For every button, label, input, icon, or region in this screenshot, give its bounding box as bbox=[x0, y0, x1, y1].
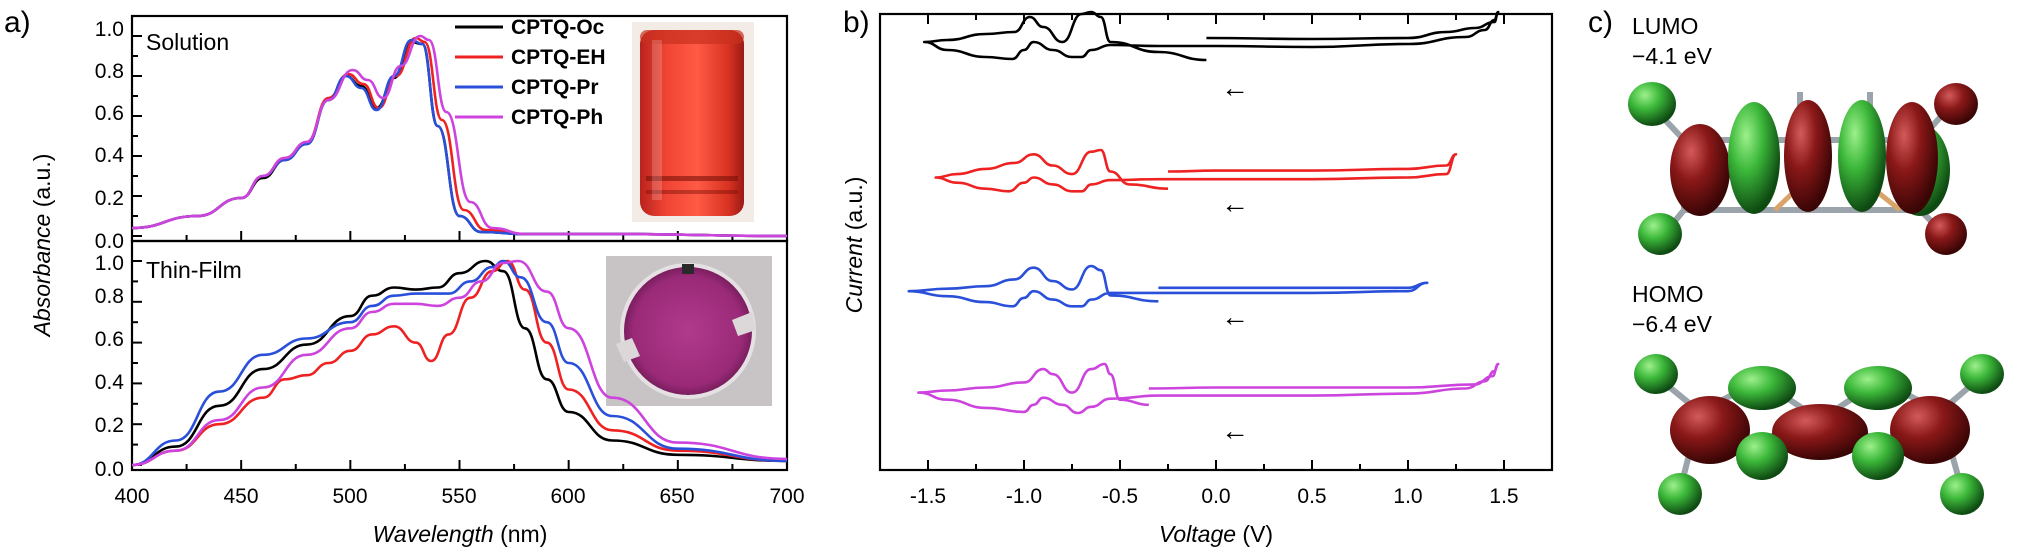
y-tick-label: 0.2 bbox=[95, 187, 124, 210]
y-tick-label: 0.0 bbox=[95, 230, 124, 253]
x-tick-label: 1.5 bbox=[1489, 485, 1518, 508]
x-tick-labels-a: 400 450 500 550 600 650 700 bbox=[114, 485, 804, 508]
y-axis-title-b: Current (a.u.) bbox=[841, 177, 867, 314]
x-axis-title-b: Voltage (V) bbox=[1159, 521, 1273, 547]
x-tick-label: 550 bbox=[441, 485, 476, 508]
y-tick-label: 0.6 bbox=[95, 328, 124, 351]
cv-line-cptq-pr bbox=[907, 264, 1429, 308]
y-axis-title-a-main: Absorbance bbox=[29, 214, 55, 339]
series-line-cptq-eh bbox=[131, 259, 788, 467]
x-tick-label: 500 bbox=[332, 485, 367, 508]
x-axis-title-a: Wavelength (nm) bbox=[373, 521, 548, 547]
solution-vial-photo bbox=[632, 22, 754, 222]
y-tick-label: 0.8 bbox=[95, 285, 124, 308]
plot-frame-cv bbox=[878, 12, 1554, 472]
x-axis-title-a-main: Wavelength bbox=[373, 521, 494, 547]
x-axis-title-a-unit: (nm) bbox=[494, 521, 548, 547]
panel-label-a: a) bbox=[4, 6, 31, 39]
panel-label-c: c) bbox=[1588, 6, 1613, 39]
homo-orbital-image bbox=[1634, 354, 2004, 515]
y-axis-title-a-unit: (a.u.) bbox=[29, 154, 55, 214]
axis-ticks-b bbox=[927, 14, 1505, 470]
inset-label-thinfilm: Thin-Film bbox=[146, 257, 242, 283]
x-tick-label: 0.5 bbox=[1297, 485, 1326, 508]
y-tick-label: 0.4 bbox=[95, 144, 125, 167]
inset-label-solution: Solution bbox=[146, 29, 229, 55]
series-line-cptq-ph bbox=[131, 259, 788, 467]
x-tick-label: -1.0 bbox=[1006, 485, 1042, 508]
y-tick-label: 0.6 bbox=[95, 102, 124, 125]
series-line-cptq-ph bbox=[131, 34, 788, 238]
x-tick-labels-b: -1.5 -1.0 -0.5 0.0 0.5 1.0 1.5 bbox=[910, 485, 1519, 508]
y-axis-title-b-main: Current bbox=[841, 235, 867, 313]
x-tick-label: 1.0 bbox=[1393, 485, 1422, 508]
y-tick-label: 1.0 bbox=[95, 18, 124, 41]
homo-energy: −6.4 eV bbox=[1632, 311, 1713, 337]
x-tick-label: 700 bbox=[769, 485, 804, 508]
y-tick-label: 1.0 bbox=[95, 252, 124, 275]
y-tick-label: 0.0 bbox=[95, 458, 124, 481]
y-axis-title-a: Absorbance (a.u.) bbox=[29, 154, 55, 339]
x-tick-label: 600 bbox=[550, 485, 585, 508]
x-tick-label: 400 bbox=[114, 485, 149, 508]
scan-arrow: ← bbox=[1221, 188, 1249, 219]
legend-label: CPTQ-Oc bbox=[511, 16, 605, 39]
x-tick-label: -1.5 bbox=[910, 485, 946, 508]
lumo-label: LUMO bbox=[1632, 13, 1698, 39]
series-group-solution bbox=[131, 34, 788, 238]
scan-arrow: ← bbox=[1221, 415, 1249, 446]
y-tick-labels-thinfilm: 0.0 0.2 0.4 0.6 0.8 1.0 bbox=[95, 252, 125, 481]
x-tick-label: 650 bbox=[659, 485, 694, 508]
y-tick-label: 0.4 bbox=[95, 371, 125, 394]
y-tick-label: 0.8 bbox=[95, 60, 124, 83]
axis-ticks-a bbox=[131, 35, 788, 470]
homo-label: HOMO bbox=[1632, 281, 1704, 307]
panel-label-b: b) bbox=[843, 6, 870, 39]
y-tick-labels-solution: 0.0 0.2 0.4 0.6 0.8 1.0 bbox=[95, 18, 125, 253]
y-tick-label: 0.2 bbox=[95, 414, 124, 437]
scan-arrow: ← bbox=[1221, 301, 1249, 332]
series-line-cptq-pr bbox=[131, 259, 788, 467]
legend-label: CPTQ-Ph bbox=[511, 106, 603, 129]
y-axis-title-b-unit: (a.u.) bbox=[841, 177, 867, 237]
scan-arrow: ← bbox=[1221, 72, 1249, 103]
x-axis-title-b-unit: (V) bbox=[1236, 521, 1273, 547]
legend-label: CPTQ-Pr bbox=[511, 76, 599, 99]
x-axis-title-b-main: Voltage bbox=[1159, 521, 1236, 547]
cv-line-cptq-eh bbox=[934, 148, 1458, 193]
scan-direction-arrows: ← ← ← ← bbox=[1221, 72, 1249, 446]
x-tick-label: -0.5 bbox=[1102, 485, 1138, 508]
x-tick-label: 450 bbox=[223, 485, 258, 508]
thin-film-dish-photo bbox=[606, 256, 772, 406]
cv-line-cptq-ph bbox=[917, 362, 1500, 415]
series-line-cptq-oc bbox=[131, 259, 788, 467]
series-group-cv bbox=[907, 10, 1500, 415]
series-group-thinfilm bbox=[131, 259, 788, 467]
lumo-orbital-image bbox=[1628, 82, 1978, 255]
lumo-energy: −4.1 eV bbox=[1632, 43, 1713, 69]
legend-label: CPTQ-EH bbox=[511, 46, 606, 69]
legend: CPTQ-Oc CPTQ-EH CPTQ-Pr CPTQ-Ph bbox=[455, 16, 606, 129]
cv-line-cptq-oc bbox=[922, 10, 1500, 62]
x-tick-label: 0.0 bbox=[1201, 485, 1230, 508]
